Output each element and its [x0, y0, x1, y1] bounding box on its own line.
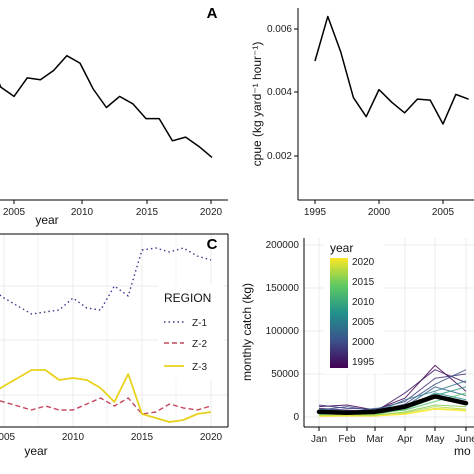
panel-a-tick-label: 2020 [200, 207, 223, 218]
panel-b-xtick-label: 2000 [368, 207, 391, 218]
legend-label-z2: Z-2 [192, 339, 207, 350]
panel-d-ytick-label: 150000 [266, 283, 300, 294]
panel-d-xtick-label: Apr [397, 434, 413, 445]
colorbar-tick-label: 2010 [352, 297, 375, 308]
colorbar-tick-label: 1995 [352, 357, 375, 368]
panel-d-year-line [318, 406, 467, 417]
legend-label-z1: Z-1 [192, 318, 207, 329]
colorbar [330, 258, 348, 368]
panel-d-year-line [318, 373, 467, 410]
panel-b-ytick-label: 0.004 [267, 87, 292, 98]
panel-a-tick-label: 2015 [136, 207, 159, 218]
panel-d-ytick-label: 100000 [266, 326, 300, 337]
panel-b-line [314, 15, 469, 125]
panel-b: 0.002 0.004 0.006 1995 2000 2005 cpue (k… [250, 8, 474, 218]
panel-b-series [314, 15, 469, 125]
panel-a-tick-label: 2010 [71, 207, 94, 218]
panel-d-xtick-label: June [455, 434, 474, 445]
panel-c-line-z-1 [0, 247, 212, 315]
panel-d-series [316, 364, 469, 417]
panel-d-year-line [318, 364, 467, 411]
panel-d-ytick-label: 200000 [266, 240, 300, 251]
panel-d-y-axis-title: monthly catch (kg) [240, 283, 254, 381]
panel-a-background [0, 0, 228, 200]
panel-d-ytick-label: 50000 [271, 369, 299, 380]
colorbar-tick-label: 2020 [352, 257, 375, 268]
panel-c-tick-label: 2010 [62, 432, 85, 443]
panel-d-year-line [318, 408, 467, 417]
panel-c-tick-label: 2020 [200, 432, 223, 443]
panel-d-xtick-label: May [426, 434, 445, 445]
panel-d-year-line [318, 369, 467, 413]
panel-d: 0 50000 100000 150000 200000 monthly cat… [240, 236, 474, 458]
colorbar-title: year [330, 241, 353, 255]
panel-d-x-axis-title: mo [454, 444, 471, 458]
panel-d-mean-line [316, 394, 469, 415]
panel-b-y-axis-title: cpue (kg yard⁻¹ hour⁻¹) [250, 42, 264, 167]
panel-a-series [0, 54, 213, 159]
colorbar-tick-label: 2005 [352, 317, 375, 328]
panel-a: 2005 2010 2015 2020 year A [0, 0, 228, 227]
panel-a-line [0, 54, 213, 159]
panel-b-xtick-label: 2005 [432, 207, 455, 218]
panel-d-xtick-label: Mar [366, 434, 384, 445]
panel-c: 2005 2010 2015 2020 year C REGION Z-1 Z-… [0, 233, 229, 458]
panel-b-ytick-label: 0.002 [267, 151, 292, 162]
panel-b-ytick-label: 0.006 [267, 24, 292, 35]
panel-c-tick-label: 2005 [0, 432, 16, 443]
panel-b-xtick-label: 1995 [304, 207, 327, 218]
panel-c-line-z-2 [0, 397, 212, 415]
panel-d-ytick-label: 0 [293, 412, 299, 423]
panel-a-tick-label: 2005 [3, 207, 26, 218]
colorbar-ticks: 2020 2015 2010 2005 2000 1995 [352, 257, 375, 368]
panel-c-line-z-3 [0, 369, 212, 423]
panel-c-legend: REGION Z-1 Z-2 Z-3 [158, 284, 224, 380]
panel-d-xtick-label: Jan [311, 434, 327, 445]
panel-d-xtick-label: Feb [338, 434, 356, 445]
panel-d-x-ticks: Jan Feb Mar Apr May June [311, 427, 474, 445]
panel-a-x-axis-title: year [35, 213, 58, 227]
legend-title: REGION [164, 291, 211, 305]
legend-label-z3: Z-3 [192, 362, 207, 373]
colorbar-tick-label: 2015 [352, 277, 375, 288]
legend-background [158, 284, 224, 380]
colorbar-tick-label: 2000 [352, 337, 375, 348]
panel-c-tick-label: 2015 [131, 432, 154, 443]
panel-c-letter: C [207, 236, 218, 253]
panel-a-letter: A [207, 5, 218, 22]
panel-d-colorbar-legend: year 2020 2015 2010 2005 2000 1995 [324, 236, 384, 374]
panel-b-background [298, 8, 474, 200]
panel-c-x-axis-title: year [24, 444, 47, 458]
panel-c-series [0, 247, 212, 423]
